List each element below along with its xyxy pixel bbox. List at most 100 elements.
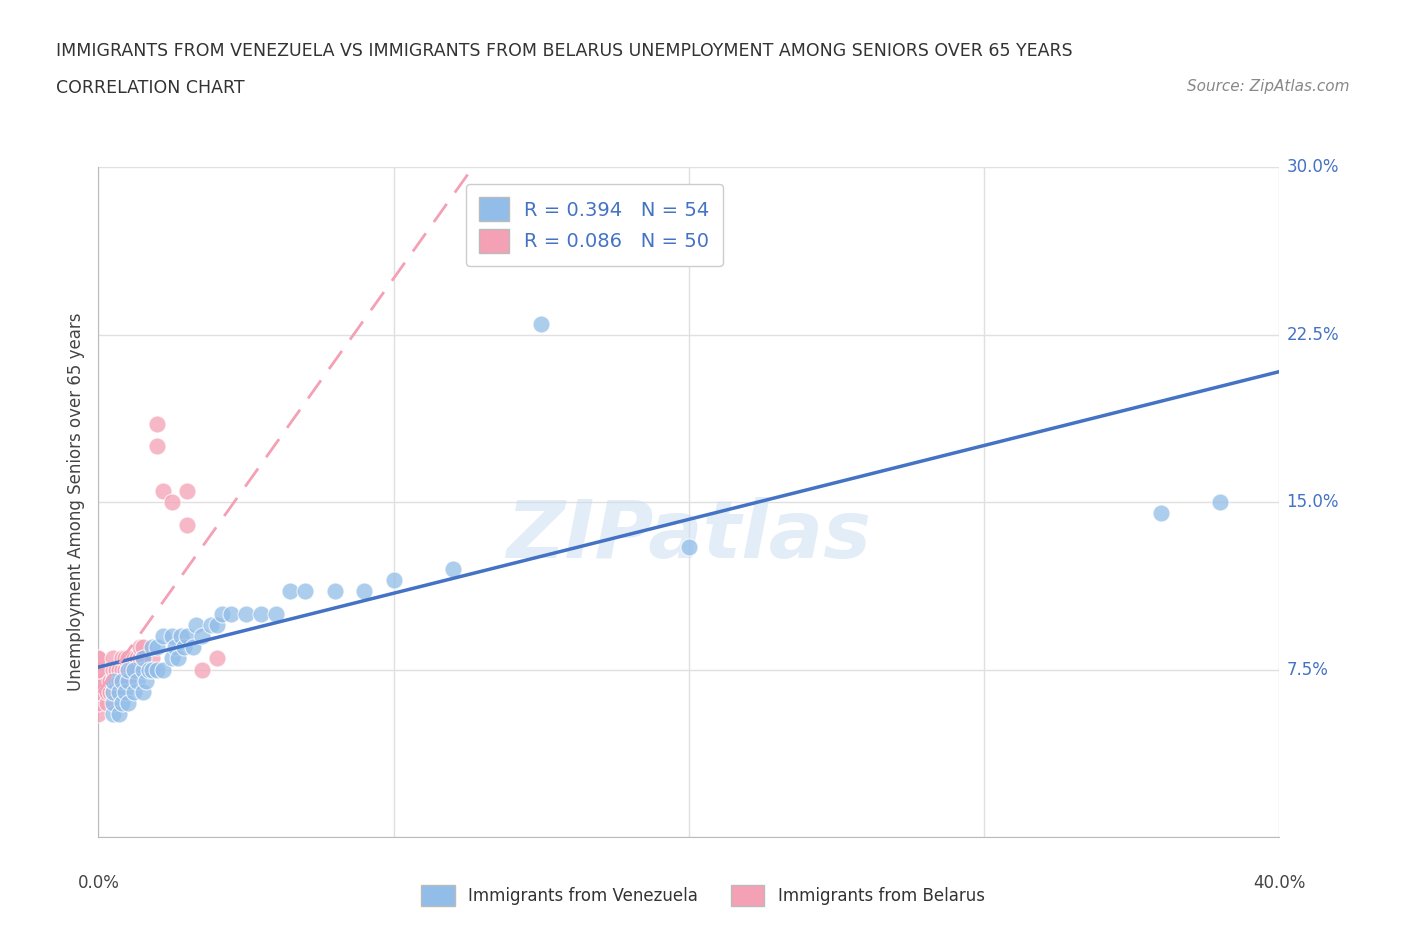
Point — [122, 651, 145, 666]
Point — [471, 205, 494, 219]
Point — [530, 316, 553, 331]
Y-axis label: Unemployment Among Seniors over 65 years: Unemployment Among Seniors over 65 years — [66, 313, 84, 691]
Point — [146, 662, 169, 677]
Point — [125, 662, 148, 677]
Point — [132, 662, 155, 677]
Point — [105, 684, 128, 699]
Point — [219, 606, 242, 621]
Point — [103, 673, 125, 688]
Point — [162, 651, 183, 666]
Point — [117, 696, 139, 711]
Text: 15.0%: 15.0% — [1286, 493, 1339, 512]
Point — [1209, 495, 1232, 510]
Point — [278, 584, 302, 599]
Point — [146, 417, 169, 432]
Point — [108, 684, 131, 699]
Point — [87, 684, 110, 699]
Point — [191, 629, 214, 644]
Text: 22.5%: 22.5% — [1286, 326, 1339, 344]
Point — [132, 640, 155, 655]
Point — [176, 484, 198, 498]
Point — [173, 640, 195, 655]
Point — [117, 673, 139, 688]
Point — [96, 696, 118, 711]
Text: 40.0%: 40.0% — [1253, 874, 1306, 892]
Point — [176, 629, 198, 644]
Text: IMMIGRANTS FROM VENEZUELA VS IMMIGRANTS FROM BELARUS UNEMPLOYMENT AMONG SENIORS : IMMIGRANTS FROM VENEZUELA VS IMMIGRANTS … — [56, 42, 1073, 60]
Point — [105, 662, 128, 677]
Point — [117, 662, 139, 677]
Point — [200, 618, 222, 632]
Point — [132, 651, 155, 666]
Legend: R = 0.394   N = 54, R = 0.086   N = 50: R = 0.394 N = 54, R = 0.086 N = 50 — [465, 184, 723, 266]
Point — [103, 673, 125, 688]
Point — [108, 662, 131, 677]
Point — [111, 651, 134, 666]
Point — [103, 696, 125, 711]
Point — [87, 707, 110, 722]
Point — [111, 673, 134, 688]
Point — [382, 573, 405, 588]
Point — [165, 640, 187, 655]
Point — [678, 539, 700, 554]
Point — [138, 662, 160, 677]
Point — [141, 662, 163, 677]
Point — [184, 618, 207, 632]
Point — [108, 707, 131, 722]
Point — [114, 684, 136, 699]
Point — [132, 684, 155, 699]
Point — [152, 484, 174, 498]
Point — [122, 684, 145, 699]
Point — [353, 584, 375, 599]
Point — [125, 673, 148, 688]
Point — [122, 662, 145, 677]
Point — [114, 651, 136, 666]
Point — [98, 684, 121, 699]
Point — [323, 584, 346, 599]
Point — [98, 673, 121, 688]
Point — [141, 651, 163, 666]
Point — [87, 684, 110, 699]
Text: ZIPatlas: ZIPatlas — [506, 497, 872, 575]
Point — [87, 651, 110, 666]
Text: 7.5%: 7.5% — [1286, 660, 1329, 679]
Point — [87, 696, 110, 711]
Point — [235, 606, 257, 621]
Point — [96, 684, 118, 699]
Point — [103, 684, 125, 699]
Point — [132, 651, 155, 666]
Point — [135, 662, 157, 677]
Point — [87, 662, 110, 677]
Point — [205, 651, 228, 666]
Point — [128, 640, 150, 655]
Point — [117, 673, 139, 688]
Point — [87, 673, 110, 688]
Point — [103, 651, 125, 666]
Point — [111, 673, 134, 688]
Point — [162, 629, 183, 644]
Point — [135, 673, 157, 688]
Point — [111, 662, 134, 677]
Point — [167, 651, 190, 666]
Point — [103, 707, 125, 722]
Point — [141, 640, 163, 655]
Point — [294, 584, 316, 599]
Point — [264, 606, 287, 621]
Point — [111, 696, 134, 711]
Point — [170, 629, 193, 644]
Point — [152, 629, 174, 644]
Point — [176, 517, 198, 532]
Point — [87, 673, 110, 688]
Point — [114, 662, 136, 677]
Point — [87, 651, 110, 666]
Point — [103, 662, 125, 677]
Point — [120, 662, 142, 677]
Point — [128, 651, 150, 666]
Point — [87, 662, 110, 677]
Point — [162, 495, 183, 510]
Point — [250, 606, 273, 621]
Point — [117, 662, 139, 677]
Point — [211, 606, 233, 621]
Point — [1150, 506, 1173, 521]
Point — [146, 439, 169, 454]
